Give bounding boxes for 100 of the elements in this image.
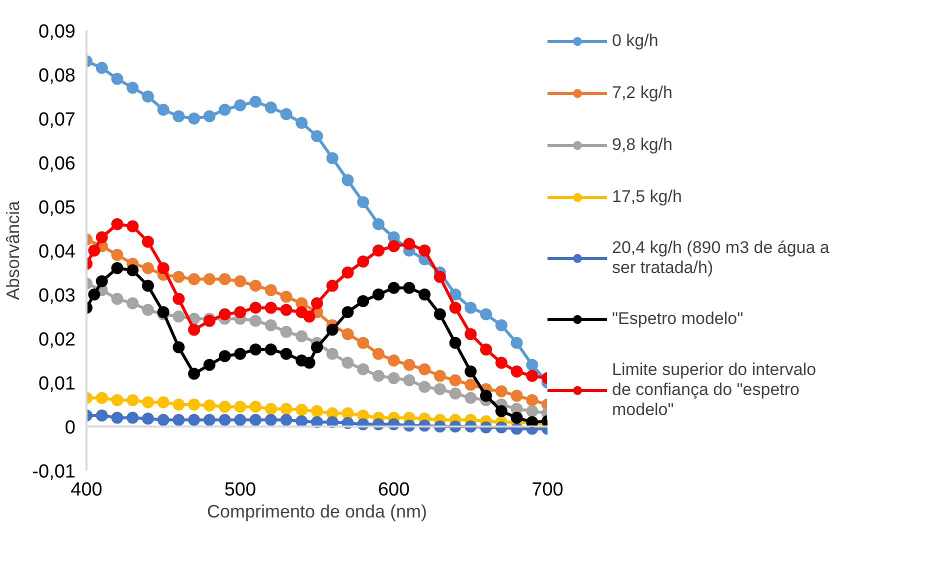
legend-label: 17,5 kg/h bbox=[612, 186, 682, 208]
point bbox=[172, 414, 185, 426]
point bbox=[434, 383, 446, 396]
point bbox=[234, 348, 246, 360]
point bbox=[403, 282, 416, 294]
point bbox=[434, 370, 446, 382]
point bbox=[111, 412, 124, 424]
point bbox=[218, 414, 231, 426]
point bbox=[388, 240, 400, 252]
point bbox=[357, 336, 370, 349]
point bbox=[172, 292, 185, 305]
point bbox=[326, 348, 338, 360]
point bbox=[157, 262, 170, 274]
point bbox=[250, 302, 262, 314]
point bbox=[280, 348, 292, 360]
point bbox=[449, 388, 462, 400]
point bbox=[480, 308, 492, 320]
point bbox=[342, 174, 354, 186]
point bbox=[464, 302, 477, 314]
point bbox=[418, 380, 431, 393]
point bbox=[172, 341, 185, 354]
legend-label: Limite superior do intervalo de confiança do "espetro modelo" bbox=[612, 360, 816, 420]
point bbox=[142, 90, 154, 102]
point bbox=[342, 306, 354, 318]
x-axis-title: Comprimento de onda (nm) bbox=[206, 502, 428, 522]
point bbox=[234, 275, 246, 288]
point bbox=[218, 104, 231, 116]
point bbox=[342, 266, 354, 278]
point bbox=[111, 394, 124, 406]
point bbox=[142, 280, 154, 292]
point bbox=[280, 108, 292, 120]
point bbox=[449, 336, 462, 349]
point bbox=[188, 414, 200, 426]
x-tick-label: 600 bbox=[378, 480, 410, 500]
point bbox=[157, 414, 170, 426]
point bbox=[250, 314, 262, 327]
legend-label: 20,4 kg/h (890 m3 de água a ser tratada/h) bbox=[612, 238, 830, 278]
point bbox=[250, 414, 262, 426]
point bbox=[264, 414, 277, 426]
point bbox=[264, 284, 277, 296]
point bbox=[203, 358, 216, 371]
point bbox=[142, 396, 154, 408]
point bbox=[96, 392, 108, 404]
point bbox=[264, 402, 277, 415]
point bbox=[342, 328, 354, 340]
point bbox=[250, 344, 262, 356]
point bbox=[111, 262, 124, 274]
point bbox=[357, 196, 370, 208]
point bbox=[234, 414, 246, 426]
x-tick-label: 400 bbox=[70, 480, 102, 500]
point bbox=[526, 405, 538, 418]
point bbox=[372, 218, 384, 230]
point bbox=[250, 280, 262, 292]
point bbox=[234, 306, 246, 318]
point bbox=[264, 102, 277, 114]
point bbox=[418, 288, 431, 300]
point bbox=[403, 358, 416, 371]
point bbox=[357, 256, 370, 268]
y-tick-label: 0,04 bbox=[38, 242, 76, 262]
point bbox=[250, 400, 262, 413]
point bbox=[126, 297, 139, 310]
y-tick-label: 0,07 bbox=[38, 110, 76, 130]
point bbox=[203, 399, 216, 412]
point bbox=[311, 341, 323, 354]
point bbox=[434, 270, 446, 283]
point bbox=[326, 152, 338, 164]
point bbox=[388, 372, 400, 384]
point bbox=[526, 370, 538, 382]
point bbox=[172, 398, 185, 410]
point bbox=[480, 390, 492, 402]
point bbox=[188, 273, 200, 286]
y-tick-label: 0,02 bbox=[38, 330, 76, 350]
point bbox=[264, 344, 277, 356]
point bbox=[372, 370, 384, 382]
y-tick-label: 0 bbox=[64, 418, 76, 438]
point bbox=[142, 236, 154, 248]
point bbox=[264, 302, 277, 314]
point bbox=[96, 231, 108, 244]
point bbox=[311, 405, 323, 418]
point bbox=[372, 244, 384, 256]
point bbox=[172, 270, 185, 283]
point bbox=[311, 297, 323, 310]
point bbox=[388, 282, 400, 294]
point bbox=[88, 288, 100, 300]
point bbox=[526, 394, 538, 406]
point bbox=[157, 104, 170, 116]
y-tick-label: 0,06 bbox=[38, 154, 76, 174]
point bbox=[510, 366, 523, 378]
point bbox=[172, 310, 185, 322]
point bbox=[388, 354, 400, 366]
point bbox=[372, 348, 384, 360]
point bbox=[96, 275, 108, 288]
point bbox=[495, 319, 508, 332]
point bbox=[142, 262, 154, 274]
point bbox=[464, 378, 477, 391]
point bbox=[188, 112, 200, 124]
y-tick-label: 0,05 bbox=[38, 198, 76, 218]
y-axis-title: Absorvância bbox=[3, 200, 24, 300]
point bbox=[264, 319, 277, 332]
point bbox=[88, 244, 100, 256]
